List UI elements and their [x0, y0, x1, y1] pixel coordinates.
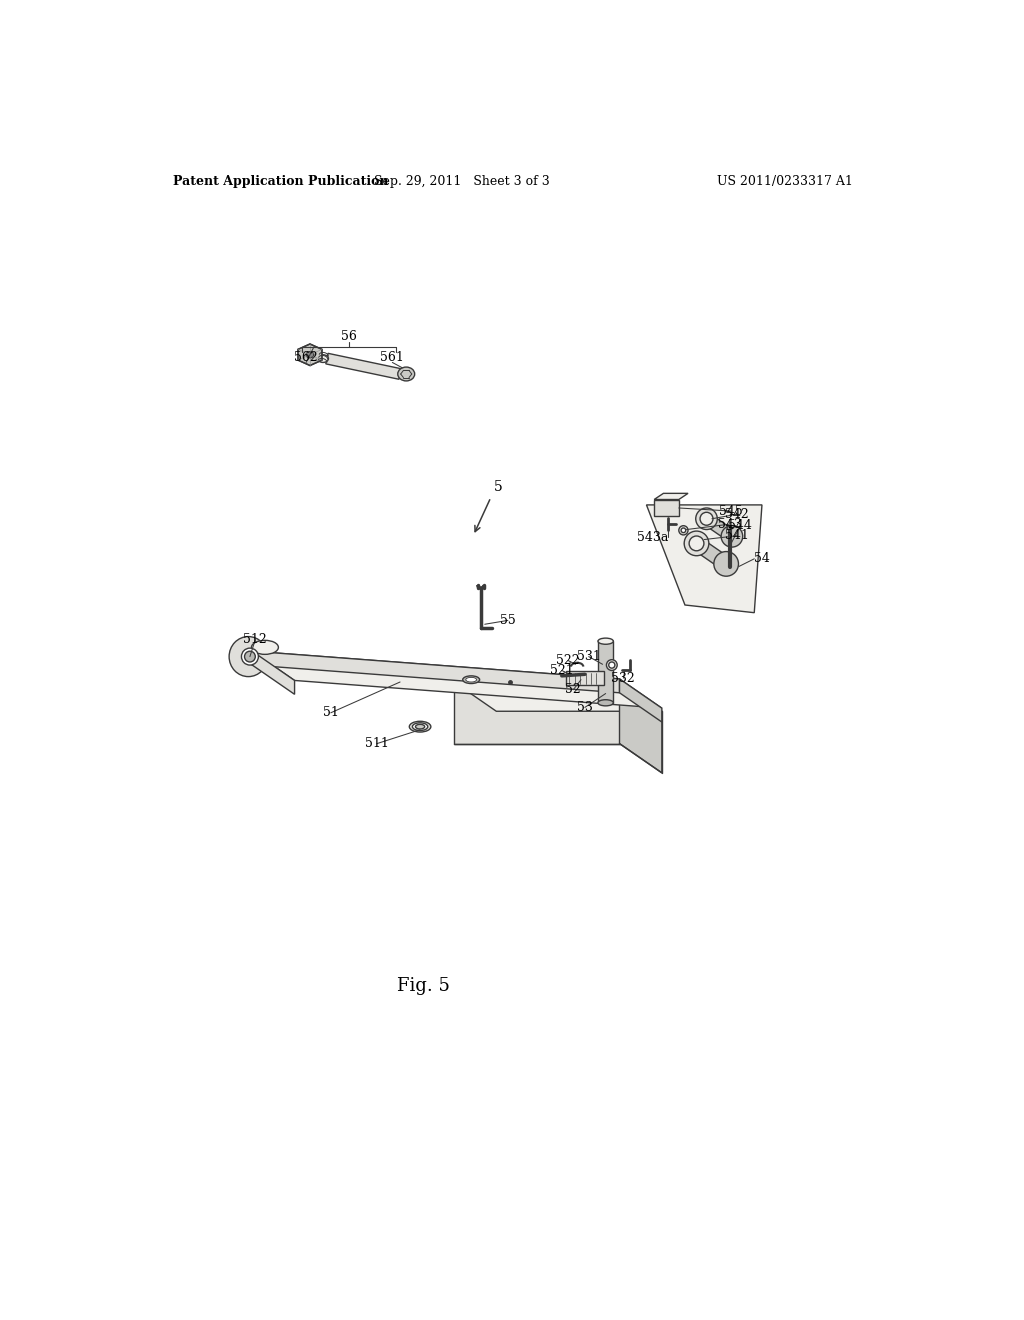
Polygon shape	[684, 544, 738, 564]
Text: 52: 52	[565, 684, 582, 696]
Polygon shape	[298, 345, 322, 366]
Text: 561: 561	[381, 351, 404, 364]
Ellipse shape	[466, 677, 476, 682]
Text: 542: 542	[725, 508, 750, 520]
Ellipse shape	[242, 648, 258, 665]
Ellipse shape	[681, 528, 686, 533]
Ellipse shape	[317, 355, 329, 363]
Text: 543: 543	[718, 517, 741, 531]
Text: 532: 532	[611, 672, 635, 685]
Ellipse shape	[229, 636, 267, 677]
Polygon shape	[326, 354, 401, 379]
Text: 55: 55	[500, 614, 516, 627]
Ellipse shape	[413, 723, 428, 730]
Text: 51: 51	[323, 706, 339, 719]
Polygon shape	[598, 642, 613, 702]
Polygon shape	[565, 671, 604, 685]
Text: 521: 521	[550, 664, 573, 677]
Text: Fig. 5: Fig. 5	[396, 977, 450, 995]
Text: Sep. 29, 2011   Sheet 3 of 3: Sep. 29, 2011 Sheet 3 of 3	[374, 176, 550, 187]
Text: 56: 56	[341, 330, 357, 343]
Ellipse shape	[598, 638, 613, 644]
Ellipse shape	[689, 536, 703, 550]
Ellipse shape	[695, 508, 717, 529]
Text: 522: 522	[556, 653, 580, 667]
Ellipse shape	[606, 660, 617, 671]
Ellipse shape	[714, 552, 738, 577]
Text: 54: 54	[755, 552, 770, 565]
Text: 544: 544	[728, 519, 753, 532]
Text: 543a: 543a	[637, 531, 668, 544]
Ellipse shape	[727, 527, 732, 529]
Ellipse shape	[306, 351, 313, 358]
Ellipse shape	[608, 663, 614, 668]
Text: 512: 512	[244, 634, 267, 647]
Polygon shape	[654, 499, 679, 516]
Polygon shape	[252, 651, 662, 708]
Polygon shape	[620, 682, 662, 774]
Ellipse shape	[721, 525, 742, 546]
Ellipse shape	[684, 531, 709, 556]
Text: 511: 511	[365, 737, 389, 750]
Text: 53: 53	[577, 701, 593, 714]
Ellipse shape	[410, 721, 431, 733]
Ellipse shape	[252, 640, 279, 655]
Polygon shape	[620, 678, 662, 722]
Text: 5: 5	[495, 480, 503, 494]
Ellipse shape	[598, 700, 613, 706]
Polygon shape	[252, 651, 295, 694]
Text: 541: 541	[725, 529, 750, 543]
Ellipse shape	[397, 367, 415, 381]
Ellipse shape	[245, 651, 255, 663]
Text: US 2011/0233317 A1: US 2011/0233317 A1	[717, 176, 853, 187]
Text: 562: 562	[294, 351, 318, 364]
Ellipse shape	[700, 512, 713, 525]
Polygon shape	[646, 506, 762, 612]
Polygon shape	[454, 682, 662, 711]
Text: 545: 545	[719, 504, 743, 517]
Text: 531: 531	[577, 649, 601, 663]
Polygon shape	[454, 682, 620, 743]
Ellipse shape	[463, 676, 479, 684]
Ellipse shape	[416, 725, 425, 729]
Text: Patent Application Publication: Patent Application Publication	[173, 176, 388, 187]
Ellipse shape	[679, 525, 688, 535]
Polygon shape	[695, 519, 742, 536]
Polygon shape	[654, 494, 688, 499]
Polygon shape	[252, 651, 620, 693]
